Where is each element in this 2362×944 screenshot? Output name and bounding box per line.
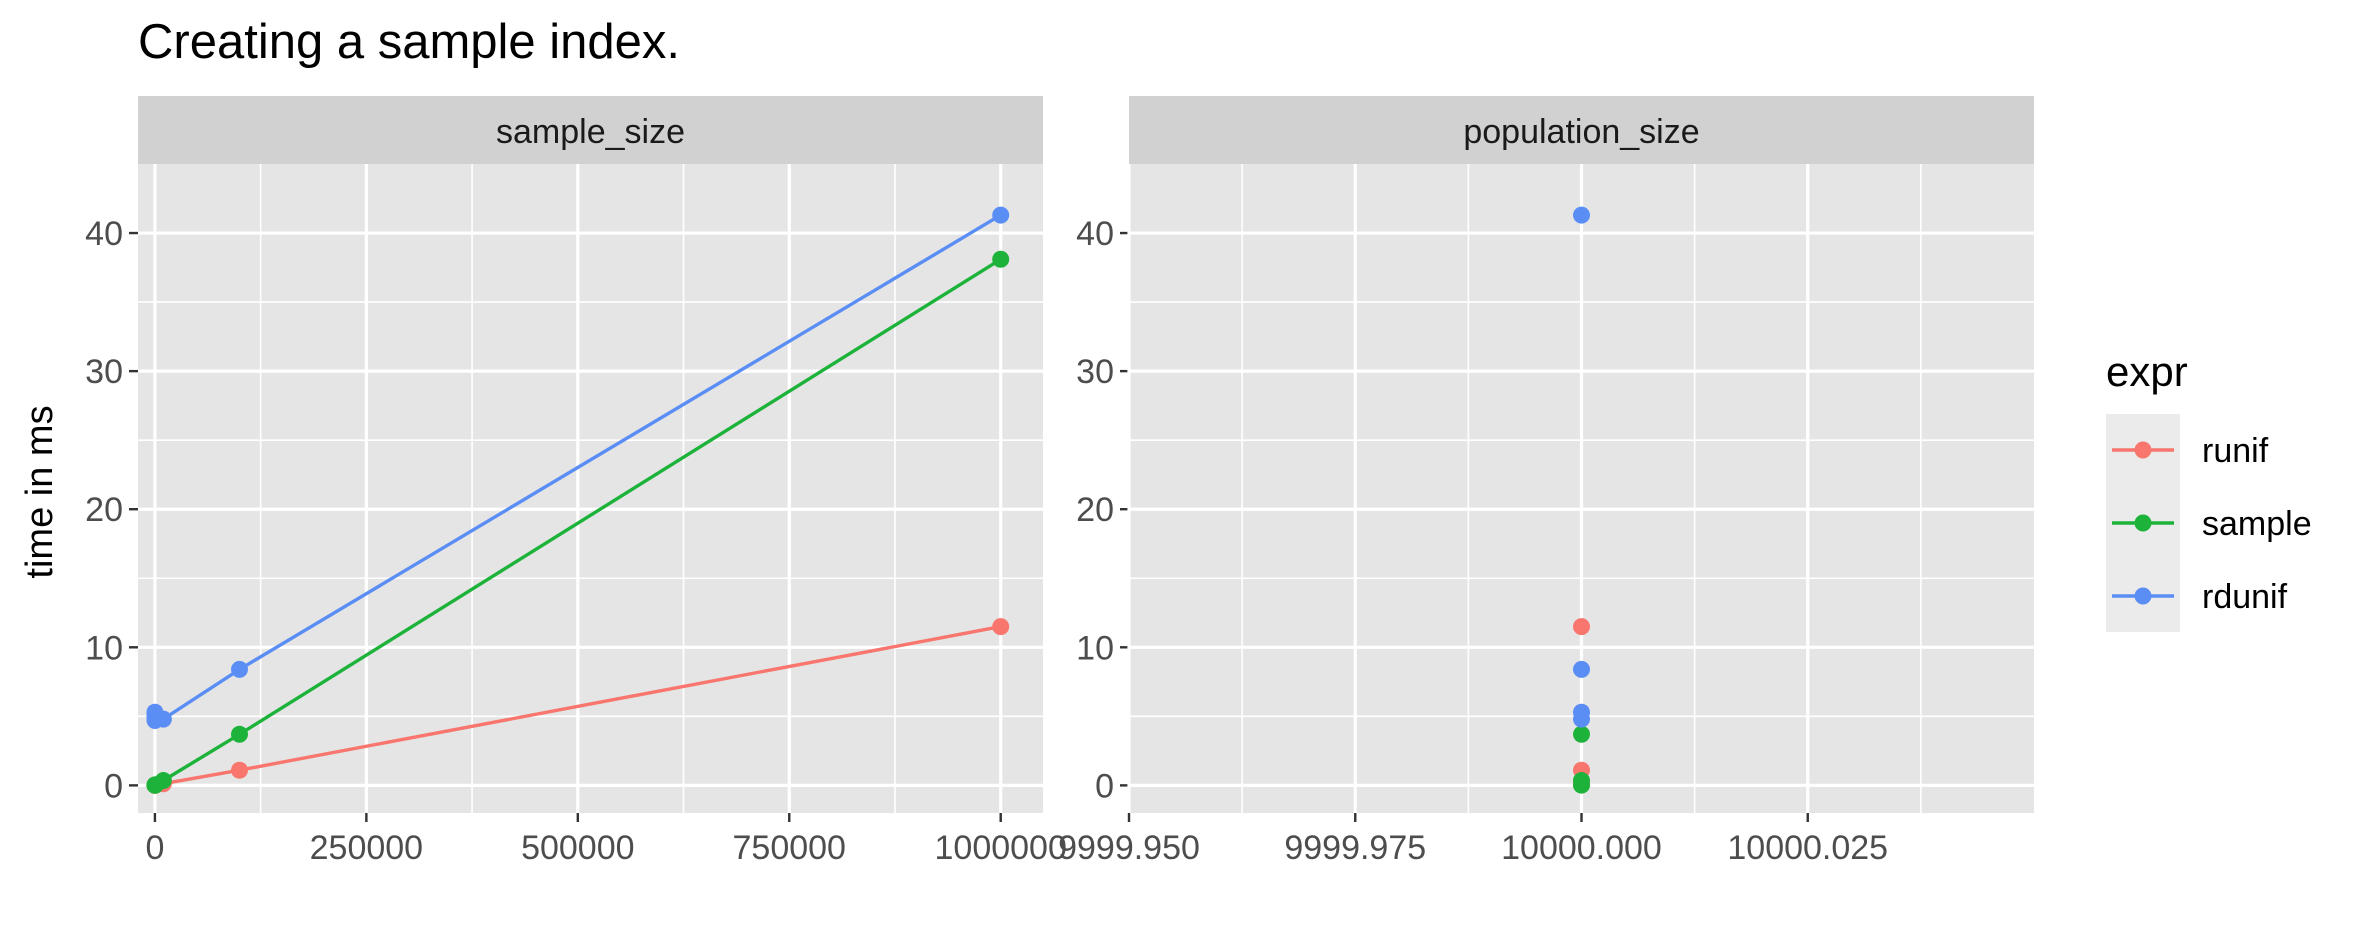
data-point-rdunif bbox=[1573, 703, 1590, 721]
data-point-sample bbox=[1573, 725, 1590, 743]
y-tick-label: 30 bbox=[1076, 353, 1114, 391]
legend-label-runif: runif bbox=[2202, 432, 2269, 470]
panel-strip bbox=[1129, 96, 2034, 164]
data-point-runif bbox=[1573, 618, 1590, 636]
data-point-rdunif bbox=[154, 710, 172, 728]
panel-sample-size: sample_size 0 10 20 30 40 0 250000 500000 750000 1… bbox=[85, 96, 1067, 867]
legend-label-rdunif: rdunif bbox=[2202, 578, 2288, 616]
legend-title: expr bbox=[2106, 348, 2188, 395]
x-tick-label: 9999.975 bbox=[1284, 829, 1426, 867]
legend-key-point-sample bbox=[2134, 514, 2152, 532]
legend-key-point-rdunif bbox=[2134, 587, 2152, 605]
data-point-runif bbox=[230, 761, 248, 779]
x-tick-label: 0 bbox=[145, 829, 164, 867]
y-tick-label: 10 bbox=[85, 629, 123, 667]
y-tick-label: 0 bbox=[104, 767, 123, 805]
x-tick-label: 10000.000 bbox=[1501, 829, 1662, 867]
x-tick-label: 500000 bbox=[521, 829, 634, 867]
chart-title: Creating a sample index. bbox=[138, 15, 680, 69]
data-point-rdunif bbox=[1573, 660, 1590, 678]
panel-population-size: population_size 0 10 20 30 40 9999.950 9999.975… bbox=[1058, 96, 2034, 867]
legend-key-point-runif bbox=[2134, 441, 2152, 459]
y-tick-label: 40 bbox=[1076, 215, 1114, 253]
x-tick-label: 250000 bbox=[310, 829, 423, 867]
data-point-sample bbox=[992, 250, 1010, 268]
legend: expr runif sample rdunif bbox=[2106, 348, 2312, 632]
x-tick-label: 10000.025 bbox=[1727, 829, 1888, 867]
y-tick-label: 20 bbox=[85, 491, 123, 529]
x-tick-label: 750000 bbox=[733, 829, 846, 867]
data-point-rdunif bbox=[1573, 206, 1590, 224]
data-point-sample bbox=[230, 725, 248, 743]
data-point-runif bbox=[992, 618, 1010, 636]
legend-label-sample: sample bbox=[2202, 505, 2312, 543]
y-tick-label: 20 bbox=[1076, 491, 1114, 529]
x-tick-label: 9999.950 bbox=[1058, 829, 1200, 867]
data-point-rdunif bbox=[230, 660, 248, 678]
data-point-rdunif bbox=[992, 206, 1010, 224]
data-point-sample bbox=[154, 772, 172, 790]
y-axis-title: time in ms bbox=[19, 405, 61, 578]
y-tick-label: 10 bbox=[1076, 629, 1114, 667]
y-tick-label: 40 bbox=[85, 215, 123, 253]
data-point-sample bbox=[1573, 772, 1590, 790]
panel-strip-label: population_size bbox=[1463, 113, 1699, 151]
panel-strip-label: sample_size bbox=[496, 113, 685, 151]
x-tick-label: 1000000 bbox=[935, 829, 1067, 867]
y-tick-label: 0 bbox=[1095, 767, 1114, 805]
panel-strip bbox=[138, 96, 1043, 164]
legend-entries: runif sample rdunif bbox=[2112, 432, 2312, 616]
y-tick-label: 30 bbox=[85, 353, 123, 391]
